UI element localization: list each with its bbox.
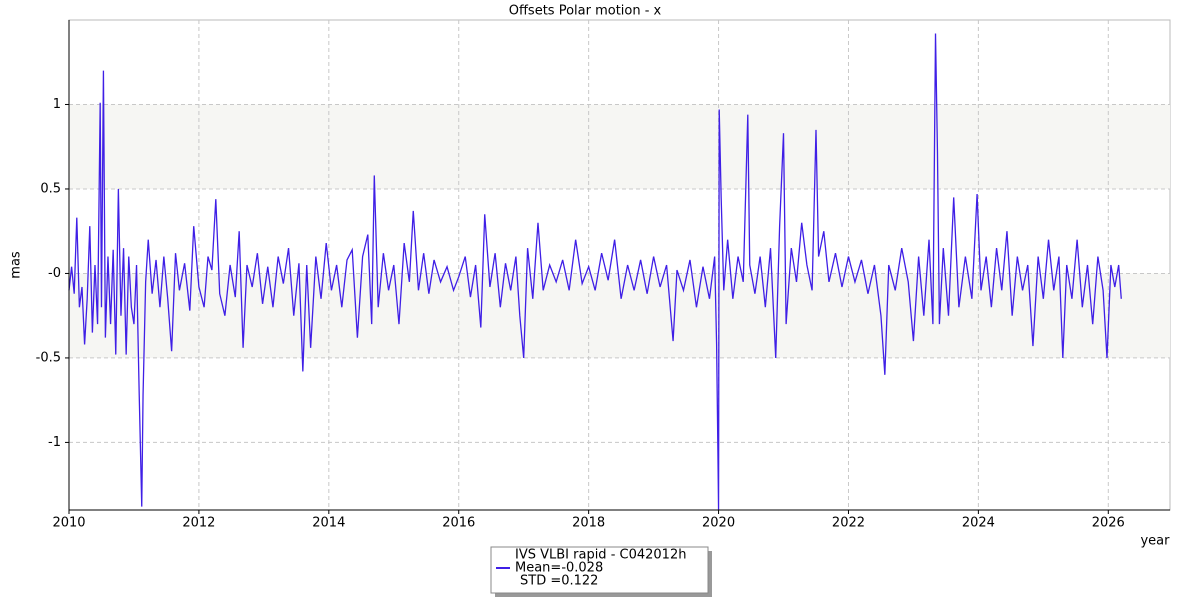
x-tick-label: 2010	[52, 516, 85, 531]
series-line	[68, 33, 1122, 511]
x-tick-label: 2022	[832, 516, 865, 531]
x-axis-label: year	[1140, 534, 1170, 549]
x-tick-label: 2024	[962, 516, 995, 531]
x-tick-label: 2016	[442, 516, 475, 531]
legend-stat: Mean=-0.028	[515, 561, 603, 576]
axes: -1 -0.5 -0 0.5 1 2010 2012 2014 2016 2018 2020 2022…	[36, 20, 1170, 531]
band	[69, 104, 1170, 189]
x-tick-label: 2018	[572, 516, 605, 531]
x-tick-label: 2014	[312, 516, 345, 531]
legend: IVS VLBI rapid - C042012h Mean=-0.028 ST…	[490, 546, 712, 597]
plot-background	[68, 19, 1171, 511]
plot	[68, 33, 1122, 511]
x-tick-label: 2020	[702, 516, 735, 531]
chart-title: Offsets Polar motion - x	[509, 4, 662, 19]
legend-box	[490, 546, 709, 594]
bands	[68, 19, 1171, 511]
legend-stat: STD =0.122	[520, 574, 598, 589]
x-tick-label: 2026	[1092, 516, 1125, 531]
y-tick-label: 0.5	[40, 181, 61, 196]
x-tick-label: 2012	[182, 516, 215, 531]
y-tick-label: -0	[48, 266, 61, 281]
y-tick-label: 1	[53, 97, 61, 112]
y-axis-label: mas	[9, 251, 24, 279]
legend-label: IVS VLBI rapid - C042012h	[515, 548, 686, 563]
y-tick-label: -0.5	[36, 350, 61, 365]
y-tick-label: -1	[48, 435, 61, 450]
